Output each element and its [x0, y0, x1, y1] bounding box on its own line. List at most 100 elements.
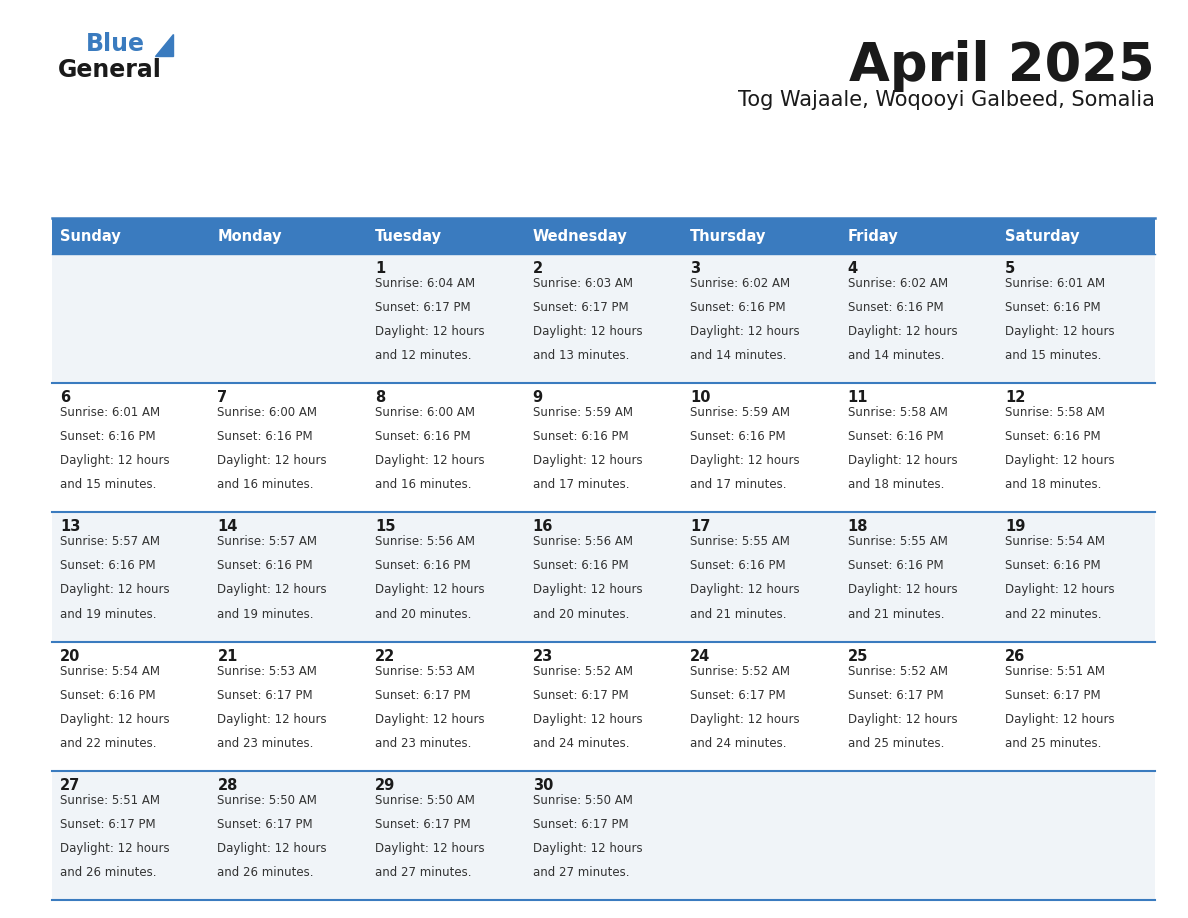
Text: Daylight: 12 hours: Daylight: 12 hours	[690, 712, 800, 726]
Text: and 19 minutes.: and 19 minutes.	[217, 608, 314, 621]
Text: Sunset: 6:17 PM: Sunset: 6:17 PM	[532, 301, 628, 314]
Text: Daylight: 12 hours: Daylight: 12 hours	[59, 712, 170, 726]
Bar	[367, 771, 525, 900]
Text: and 25 minutes.: and 25 minutes.	[848, 737, 944, 750]
Text: Daylight: 12 hours: Daylight: 12 hours	[1005, 454, 1114, 467]
Text: 11: 11	[848, 390, 868, 405]
Text: 5: 5	[1005, 261, 1016, 276]
Bar	[367, 383, 525, 512]
Text: and 27 minutes.: and 27 minutes.	[375, 866, 472, 879]
Text: and 20 minutes.: and 20 minutes.	[375, 608, 472, 621]
Text: and 16 minutes.: and 16 minutes.	[375, 478, 472, 491]
Text: and 26 minutes.: and 26 minutes.	[59, 866, 157, 879]
Text: and 22 minutes.: and 22 minutes.	[1005, 608, 1101, 621]
Bar	[525, 254, 682, 383]
Text: and 20 minutes.: and 20 minutes.	[532, 608, 628, 621]
Text: Sunset: 6:16 PM: Sunset: 6:16 PM	[217, 431, 314, 443]
Text: Sunset: 6:16 PM: Sunset: 6:16 PM	[690, 301, 785, 314]
Bar	[209, 771, 367, 900]
Text: Daylight: 12 hours: Daylight: 12 hours	[59, 584, 170, 597]
Bar	[367, 218, 525, 254]
Text: 27: 27	[59, 778, 80, 793]
Text: and 14 minutes.: and 14 minutes.	[690, 349, 786, 362]
Text: Sunset: 6:17 PM: Sunset: 6:17 PM	[532, 688, 628, 701]
Bar	[998, 383, 1155, 512]
Text: Sunset: 6:17 PM: Sunset: 6:17 PM	[375, 818, 470, 831]
Text: Sunrise: 6:04 AM: Sunrise: 6:04 AM	[375, 277, 475, 290]
Text: and 24 minutes.: and 24 minutes.	[690, 737, 786, 750]
Text: Sunrise: 6:00 AM: Sunrise: 6:00 AM	[375, 406, 475, 420]
Text: Tog Wajaale, Woqooyi Galbeed, Somalia: Tog Wajaale, Woqooyi Galbeed, Somalia	[738, 90, 1155, 110]
Bar	[52, 512, 209, 642]
Text: Sunset: 6:16 PM: Sunset: 6:16 PM	[848, 301, 943, 314]
Bar	[209, 642, 367, 771]
Text: Sunset: 6:16 PM: Sunset: 6:16 PM	[848, 431, 943, 443]
Text: Daylight: 12 hours: Daylight: 12 hours	[59, 454, 170, 467]
Text: 9: 9	[532, 390, 543, 405]
Text: 13: 13	[59, 520, 81, 534]
Text: 25: 25	[848, 649, 868, 664]
Text: 24: 24	[690, 649, 710, 664]
Bar	[998, 642, 1155, 771]
Text: Tuesday: Tuesday	[375, 229, 442, 243]
Text: 28: 28	[217, 778, 238, 793]
Text: Sunrise: 5:56 AM: Sunrise: 5:56 AM	[532, 535, 632, 548]
Text: Daylight: 12 hours: Daylight: 12 hours	[217, 454, 327, 467]
Bar	[840, 771, 998, 900]
Text: 21: 21	[217, 649, 238, 664]
Text: Daylight: 12 hours: Daylight: 12 hours	[532, 325, 643, 338]
Bar	[367, 254, 525, 383]
Text: Daylight: 12 hours: Daylight: 12 hours	[375, 454, 485, 467]
Bar	[367, 512, 525, 642]
Text: Daylight: 12 hours: Daylight: 12 hours	[532, 712, 643, 726]
Bar	[52, 218, 209, 254]
Text: and 15 minutes.: and 15 minutes.	[1005, 349, 1101, 362]
Text: Sunset: 6:16 PM: Sunset: 6:16 PM	[1005, 301, 1101, 314]
Text: 12: 12	[1005, 390, 1025, 405]
Text: Sunrise: 5:57 AM: Sunrise: 5:57 AM	[217, 535, 317, 548]
Text: Daylight: 12 hours: Daylight: 12 hours	[1005, 712, 1114, 726]
Text: and 17 minutes.: and 17 minutes.	[690, 478, 786, 491]
Text: 2: 2	[532, 261, 543, 276]
Bar	[840, 383, 998, 512]
Text: Sunrise: 5:51 AM: Sunrise: 5:51 AM	[59, 794, 160, 807]
Text: 29: 29	[375, 778, 396, 793]
Bar	[209, 512, 367, 642]
Text: Sunrise: 6:02 AM: Sunrise: 6:02 AM	[690, 277, 790, 290]
Bar	[209, 383, 367, 512]
Text: Sunrise: 5:58 AM: Sunrise: 5:58 AM	[1005, 406, 1105, 420]
Text: 30: 30	[532, 778, 552, 793]
Text: Sunrise: 5:52 AM: Sunrise: 5:52 AM	[690, 665, 790, 677]
Text: Friday: Friday	[848, 229, 898, 243]
Text: Sunset: 6:16 PM: Sunset: 6:16 PM	[59, 431, 156, 443]
Text: and 18 minutes.: and 18 minutes.	[1005, 478, 1101, 491]
Text: Daylight: 12 hours: Daylight: 12 hours	[690, 454, 800, 467]
Text: Monday: Monday	[217, 229, 282, 243]
Text: Sunrise: 5:54 AM: Sunrise: 5:54 AM	[1005, 535, 1105, 548]
Text: Sunrise: 6:00 AM: Sunrise: 6:00 AM	[217, 406, 317, 420]
Bar	[998, 512, 1155, 642]
Bar	[525, 512, 682, 642]
Text: and 13 minutes.: and 13 minutes.	[532, 349, 628, 362]
Text: Sunrise: 5:52 AM: Sunrise: 5:52 AM	[532, 665, 632, 677]
Bar	[840, 254, 998, 383]
Text: 22: 22	[375, 649, 396, 664]
Text: 4: 4	[848, 261, 858, 276]
Text: 10: 10	[690, 390, 710, 405]
Text: Sunrise: 5:51 AM: Sunrise: 5:51 AM	[1005, 665, 1105, 677]
Text: Sunset: 6:16 PM: Sunset: 6:16 PM	[59, 559, 156, 573]
Text: Sunrise: 6:01 AM: Sunrise: 6:01 AM	[59, 406, 160, 420]
Text: Daylight: 12 hours: Daylight: 12 hours	[848, 454, 958, 467]
Text: Sunset: 6:17 PM: Sunset: 6:17 PM	[1005, 688, 1101, 701]
Text: Sunset: 6:17 PM: Sunset: 6:17 PM	[59, 818, 156, 831]
Text: Daylight: 12 hours: Daylight: 12 hours	[375, 584, 485, 597]
Text: Sunset: 6:16 PM: Sunset: 6:16 PM	[1005, 431, 1101, 443]
Text: Sunrise: 5:50 AM: Sunrise: 5:50 AM	[217, 794, 317, 807]
Bar	[209, 218, 367, 254]
Text: Sunrise: 6:02 AM: Sunrise: 6:02 AM	[848, 277, 948, 290]
Text: Daylight: 12 hours: Daylight: 12 hours	[375, 712, 485, 726]
Text: Sunset: 6:16 PM: Sunset: 6:16 PM	[690, 559, 785, 573]
Bar	[840, 642, 998, 771]
Text: and 15 minutes.: and 15 minutes.	[59, 478, 157, 491]
Text: 3: 3	[690, 261, 700, 276]
